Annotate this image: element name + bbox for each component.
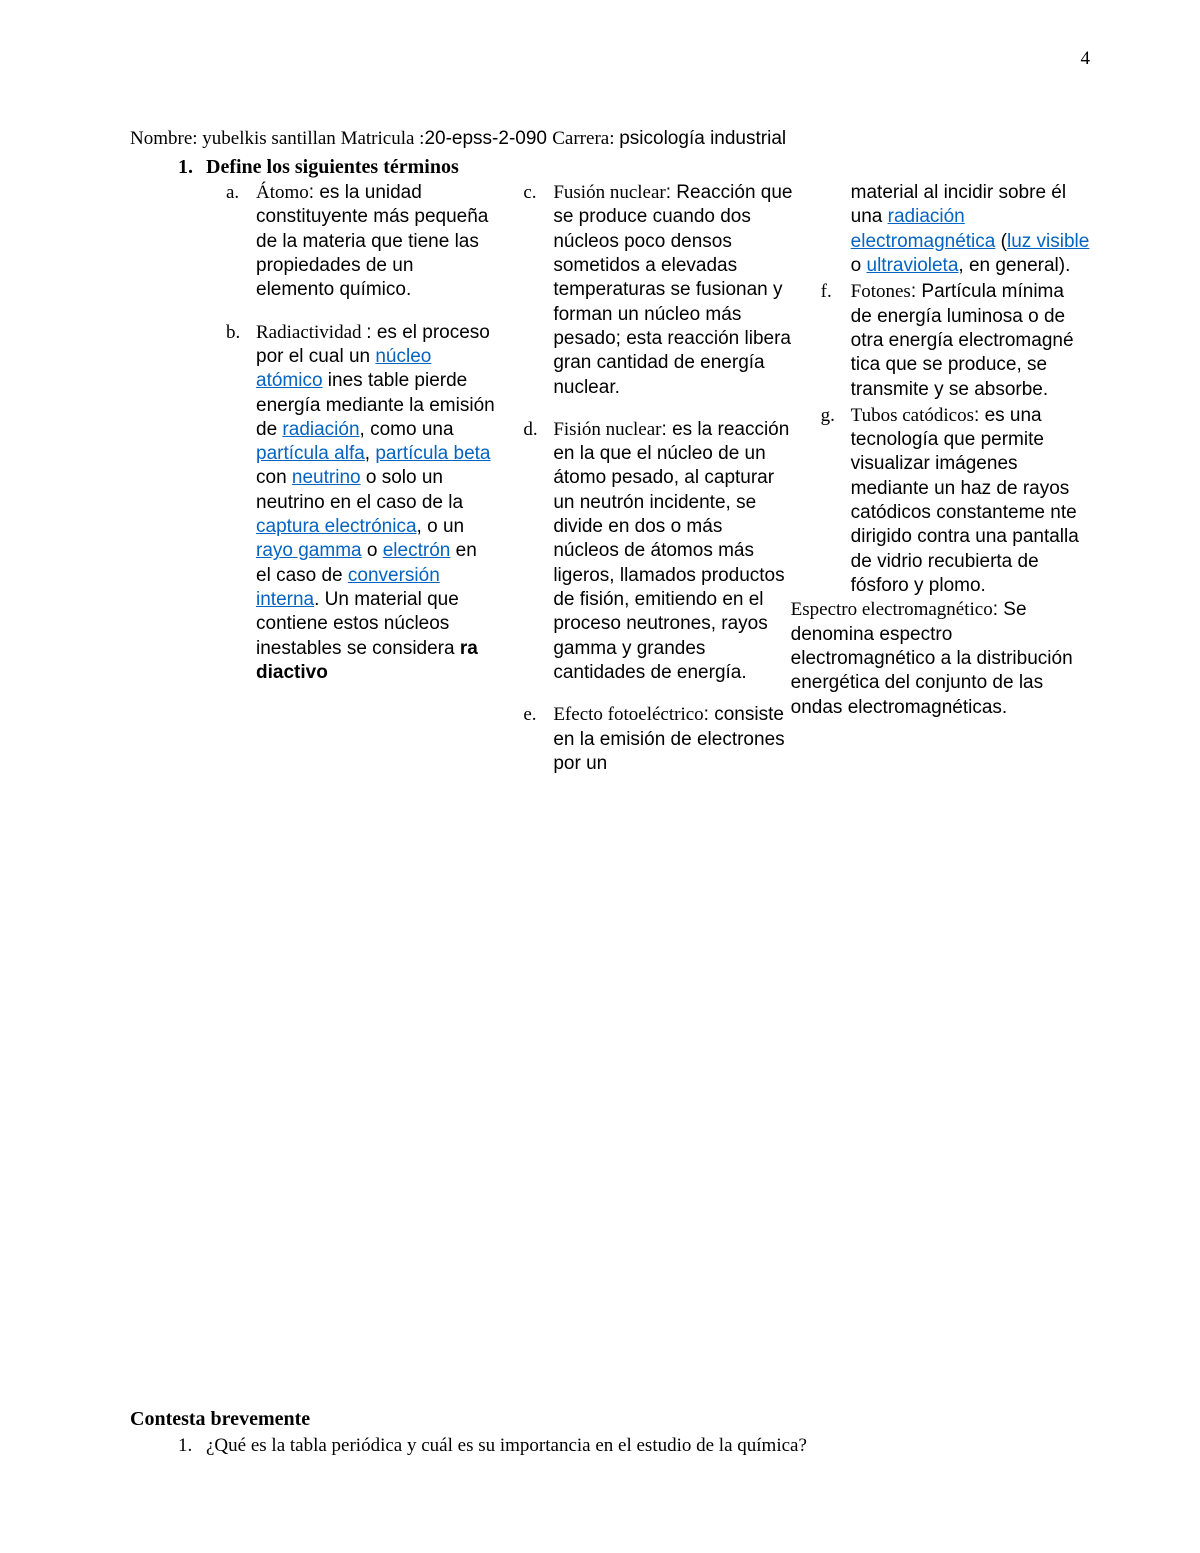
colon-d: : bbox=[662, 419, 673, 440]
marker-e-cont bbox=[821, 181, 851, 278]
def-e: e. Efecto fotoeléctrico: consiste en la … bbox=[523, 703, 792, 776]
colon-g: : bbox=[974, 405, 985, 426]
def-list-1: a. Átomo: es la unidad constituyente más… bbox=[226, 181, 495, 685]
desc-g: es una tecnología que permite visualizar… bbox=[851, 405, 1079, 596]
body-e-cont: material al incidir sobre él una radiaci… bbox=[851, 181, 1090, 278]
body-f: Fotones: Partícula mínima de energía lum… bbox=[851, 280, 1090, 402]
b-p5: con bbox=[256, 467, 292, 488]
q-text: ¿Qué es la tabla periódica y cuál es su … bbox=[206, 1435, 807, 1456]
marker-e: e. bbox=[523, 703, 553, 776]
body-c: Fusión nuclear: Reacción que se produce … bbox=[553, 181, 792, 400]
body-e: Efecto fotoeléctrico: consiste en la emi… bbox=[553, 703, 792, 776]
matricula-value: 20-epss-2-090 bbox=[424, 128, 552, 149]
term-c: Fusión nuclear bbox=[553, 182, 665, 203]
link-luz-visible[interactable]: luz visible bbox=[1007, 231, 1089, 252]
carrera-label: Carrera: bbox=[552, 128, 619, 149]
marker-a: a. bbox=[226, 181, 256, 303]
link-ultravioleta[interactable]: ultravioleta bbox=[867, 255, 959, 276]
link-particula-beta[interactable]: partícula beta bbox=[375, 443, 490, 464]
colon-b: : bbox=[366, 322, 377, 343]
colon-a: : bbox=[309, 182, 320, 203]
main-content: Nombre: yubelkis santillan Matricula :20… bbox=[130, 128, 1090, 776]
body-a: Átomo: es la unidad constituyente más pe… bbox=[256, 181, 495, 303]
section-title-text: Define los siguientes términos bbox=[206, 156, 459, 178]
colon-e: : bbox=[704, 704, 715, 725]
link-radiacion[interactable]: radiación bbox=[282, 419, 359, 440]
student-header: Nombre: yubelkis santillan Matricula :20… bbox=[130, 128, 1090, 150]
body-b: Radiactividad : es el proceso por el cua… bbox=[256, 321, 495, 686]
desc-d: es la reacción en la que el núcleo de un… bbox=[553, 419, 789, 683]
e-cont3: o bbox=[851, 255, 867, 276]
column-2: c. Fusión nuclear: Reacción que se produ… bbox=[523, 181, 792, 776]
term-b: Radiactividad bbox=[256, 322, 366, 343]
column-1: a. Átomo: es la unidad constituyente más… bbox=[226, 181, 495, 776]
link-neutrino[interactable]: neutrino bbox=[292, 467, 361, 488]
b-p4: , bbox=[365, 443, 376, 464]
columns: a. Átomo: es la unidad constituyente más… bbox=[226, 181, 1090, 776]
desc-c: Reacción que se produce cuando dos núcle… bbox=[553, 182, 792, 398]
e-cont4: , en general). bbox=[958, 255, 1070, 276]
nombre-value: yubelkis santillan bbox=[202, 128, 340, 149]
def-c: c. Fusión nuclear: Reacción que se produ… bbox=[523, 181, 792, 400]
matricula-label: Matricula : bbox=[341, 128, 425, 149]
marker-g: g. bbox=[821, 404, 851, 599]
contesta-q1: 1.¿Qué es la tabla periódica y cuál es s… bbox=[178, 1435, 1090, 1457]
def-b: b. Radiactividad : es el proceso por el … bbox=[226, 321, 495, 686]
b-p3: , como una bbox=[360, 419, 454, 440]
marker-f: f. bbox=[821, 280, 851, 402]
column-3: material al incidir sobre él una radiaci… bbox=[821, 181, 1090, 776]
q-num: 1. bbox=[178, 1435, 206, 1457]
contesta-section: Contesta brevemente 1.¿Qué es la tabla p… bbox=[130, 1408, 1090, 1457]
def-e-cont: material al incidir sobre él una radiaci… bbox=[821, 181, 1090, 278]
body-g: Tubos catódicos: es una tecnología que p… bbox=[851, 404, 1090, 599]
def-f: f. Fotones: Partícula mínima de energía … bbox=[821, 280, 1090, 402]
colon-c: : bbox=[666, 182, 677, 203]
b-p7: , o un bbox=[417, 516, 465, 537]
colon-f: : bbox=[911, 281, 922, 302]
e-cont2: ( bbox=[995, 231, 1007, 252]
carrera-value: psicología industrial bbox=[619, 128, 786, 149]
b-p8: o bbox=[362, 540, 383, 561]
def-g: g. Tubos catódicos: es una tecnología qu… bbox=[821, 404, 1090, 599]
marker-c: c. bbox=[523, 181, 553, 400]
marker-d: d. bbox=[523, 418, 553, 685]
contesta-title: Contesta brevemente bbox=[130, 1408, 1090, 1431]
link-captura-electronica[interactable]: captura electrónica bbox=[256, 516, 417, 537]
term-a: Átomo bbox=[256, 182, 309, 203]
section-num: 1. bbox=[178, 156, 206, 179]
term-d: Fisión nuclear bbox=[553, 419, 661, 440]
def-a: a. Átomo: es la unidad constituyente más… bbox=[226, 181, 495, 303]
link-rayo-gamma[interactable]: rayo gamma bbox=[256, 540, 362, 561]
term-extra: Espectro electromagnético bbox=[791, 599, 993, 620]
marker-b: b. bbox=[226, 321, 256, 686]
def-d: d. Fisión nuclear: es la reacción en la … bbox=[523, 418, 792, 685]
def-list-3: material al incidir sobre él una radiaci… bbox=[821, 181, 1090, 602]
body-d: Fisión nuclear: es la reacción en la que… bbox=[553, 418, 792, 685]
term-f: Fotones bbox=[851, 281, 911, 302]
extra-espectro: Espectro electromagnético: Se denomina e… bbox=[791, 598, 1090, 720]
term-g: Tubos catódicos bbox=[851, 405, 974, 426]
def-list-2: c. Fusión nuclear: Reacción que se produ… bbox=[523, 181, 792, 776]
nombre-label: Nombre: bbox=[130, 128, 202, 149]
link-electron[interactable]: electrón bbox=[383, 540, 451, 561]
colon-extra: : bbox=[993, 599, 1004, 620]
link-particula-alfa[interactable]: partícula alfa bbox=[256, 443, 365, 464]
section-title: 1.Define los siguientes términos bbox=[178, 156, 1090, 179]
page-number: 4 bbox=[1081, 48, 1091, 70]
term-e: Efecto fotoeléctrico bbox=[553, 704, 703, 725]
